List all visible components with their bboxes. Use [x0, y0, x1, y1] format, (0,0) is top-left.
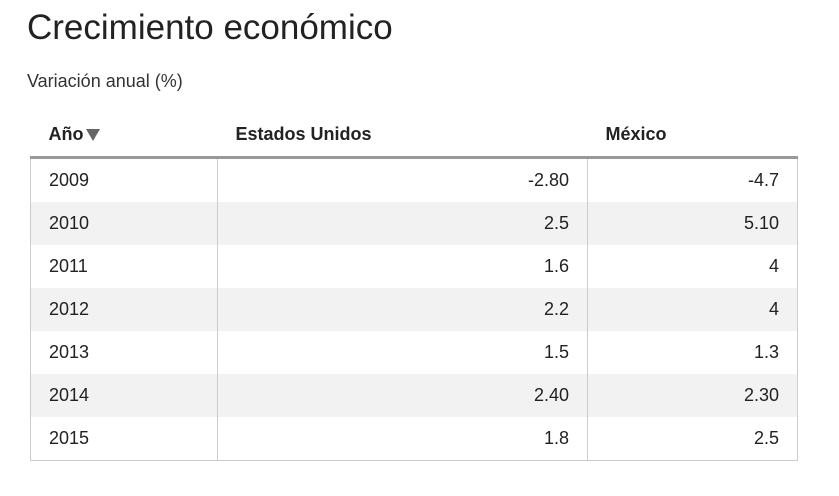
year-cell: 2010 — [30, 202, 218, 245]
year-cell: 2015 — [30, 417, 218, 461]
value-cell: -4.7 — [587, 157, 798, 202]
table-row: 2012 2.2 4 — [30, 288, 798, 331]
value-cell: 2.5 — [587, 417, 798, 461]
table-row: 2010 2.5 5.10 — [30, 202, 798, 245]
table-row: 2009 -2.80 -4.7 — [30, 157, 798, 202]
table-head: Año Estados Unidos México — [30, 112, 798, 159]
header-row: Año Estados Unidos México — [30, 112, 798, 159]
year-cell: 2012 — [30, 288, 218, 331]
subtitle: Variación anual (%) — [27, 71, 183, 91]
value-cell: 1.5 — [217, 331, 588, 374]
value-cell: 5.10 — [587, 202, 798, 245]
value-cell: 1.8 — [217, 417, 588, 461]
table-row: 2014 2.40 2.30 — [30, 374, 798, 417]
table-body: 2009 -2.80 -4.7 2010 2.5 5.10 2011 1.6 4 2012 2.2 4… — [30, 157, 798, 461]
value-cell: 2.40 — [217, 374, 588, 417]
value-cell: 4 — [587, 288, 798, 331]
year-cell: 2009 — [30, 157, 218, 202]
column-label: Año — [48, 123, 84, 144]
table-row: 2011 1.6 4 — [30, 245, 798, 288]
value-cell: 2.5 — [217, 202, 588, 245]
column-header[interactable]: Estados Unidos — [217, 112, 588, 159]
data-table: Año Estados Unidos México 2009 -2.80 -4.7 2… — [30, 112, 798, 461]
column-header[interactable]: Año — [30, 112, 218, 159]
value-cell: 2.2 — [217, 288, 588, 331]
sort-icon — [85, 128, 100, 141]
value-cell: 1.6 — [217, 245, 588, 288]
year-cell: 2011 — [30, 245, 218, 288]
table-row: 2013 1.5 1.3 — [30, 331, 798, 374]
column-label: México — [605, 123, 667, 144]
title: Crecimiento económico — [27, 8, 393, 47]
value-cell: 4 — [587, 245, 798, 288]
year-cell: 2013 — [30, 331, 218, 374]
table-row: 2015 1.8 2.5 — [30, 417, 798, 461]
value-cell: 2.30 — [587, 374, 798, 417]
value-cell: 1.3 — [587, 331, 798, 374]
value-cell: -2.80 — [217, 157, 588, 202]
column-label: Estados Unidos — [235, 123, 372, 144]
year-cell: 2014 — [30, 374, 218, 417]
column-header[interactable]: México — [587, 112, 798, 159]
